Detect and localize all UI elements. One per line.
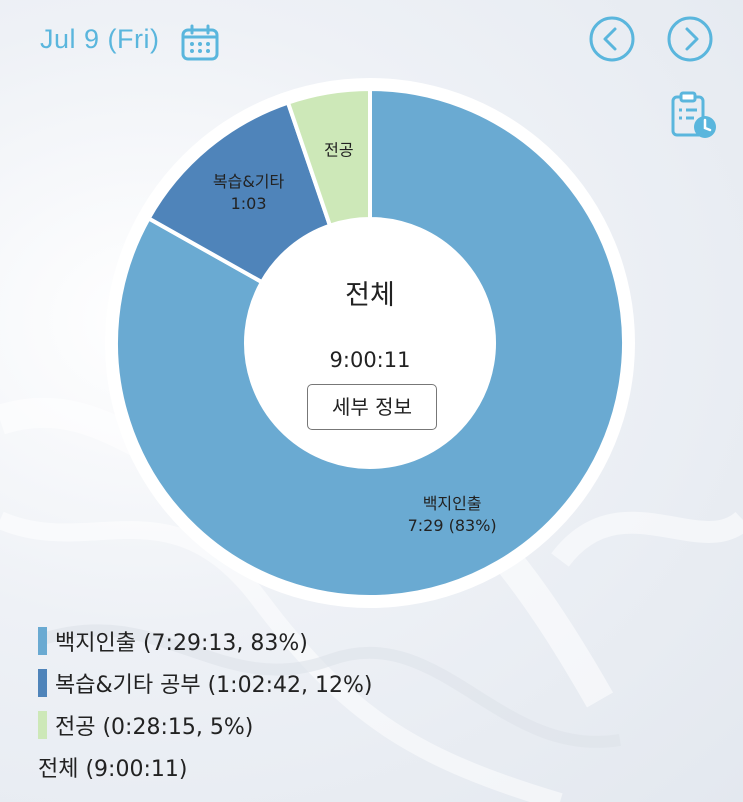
legend-item: 전공 (0:28:15, 5%) — [38, 704, 372, 746]
slice-label-line: 1:03 — [231, 194, 267, 213]
previous-day-button[interactable] — [588, 15, 636, 63]
legend-item: 복습&기타 공부 (1:02:42, 12%) — [38, 662, 372, 704]
legend: 백지인출 (7:29:13, 83%) 복습&기타 공부 (1:02:42, 1… — [38, 620, 372, 788]
legend-label: 복습&기타 공부 (1:02:42, 12%) — [55, 673, 373, 698]
legend-swatch — [38, 627, 47, 655]
legend-label: 전공 (0:28:15, 5%) — [55, 715, 254, 740]
slice-label-2: 복습&기타 1:03 — [213, 172, 285, 213]
slice-label-line: 전공 — [324, 141, 353, 160]
legend-item: 백지인출 (7:29:13, 83%) — [38, 620, 372, 662]
study-time-donut-chart[interactable]: 백지인출 7:29 (83%) 복습&기타 1:03 전공 전체 9:00:11 — [105, 78, 635, 608]
slice-label-1: 백지인출 7:29 (83%) — [408, 494, 497, 535]
date-title: Jul 9 (Fri) — [40, 24, 160, 54]
slice-label-3: 전공 — [324, 141, 353, 160]
legend-swatch — [38, 711, 47, 739]
legend-label: 백지인출 (7:29:13, 83%) — [55, 631, 308, 656]
center-title: 전체 — [345, 280, 395, 311]
donut-slice-3[interactable] — [285, 86, 372, 229]
chevron-right-icon — [685, 27, 699, 51]
slice-label-line: 7:29 (83%) — [408, 516, 497, 535]
detail-info-button[interactable]: 세부 정보 — [307, 384, 437, 430]
clipboard-clock-icon[interactable] — [668, 90, 718, 140]
center-total-time: 9:00:11 — [330, 348, 411, 372]
slice-label-line: 백지인출 — [423, 494, 482, 513]
next-day-button[interactable] — [666, 15, 714, 63]
chevron-left-icon — [603, 27, 617, 51]
legend-swatch — [38, 669, 47, 697]
slice-label-line: 복습&기타 — [213, 172, 285, 191]
legend-total: 전체 (9:00:11) — [38, 757, 188, 782]
calendar-icon[interactable] — [180, 24, 220, 62]
